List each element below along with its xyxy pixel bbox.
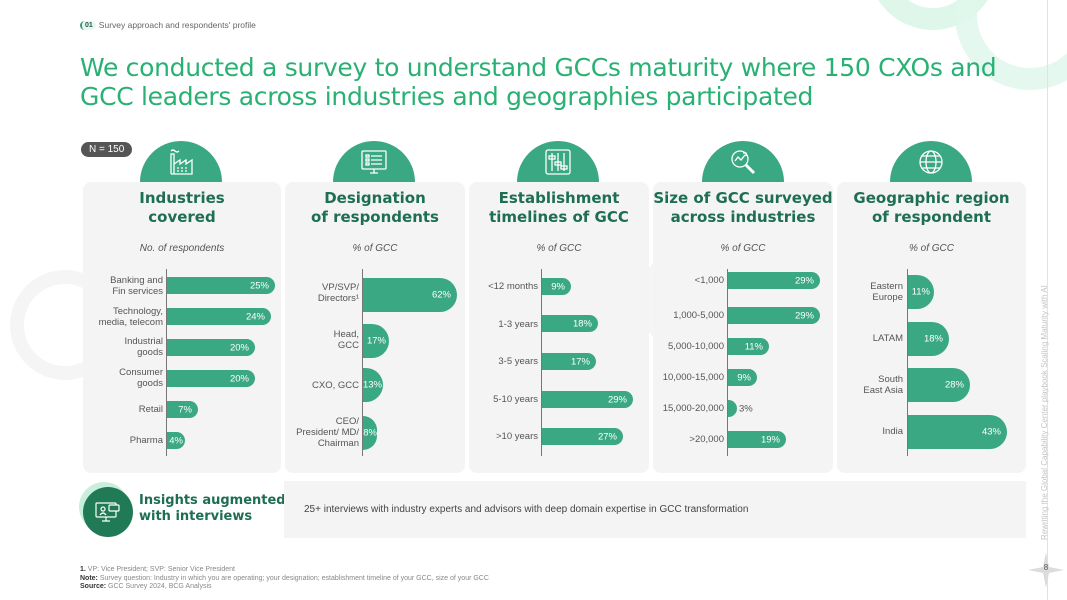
panel-designation: Designation of respondents % of GCC VP/SV… (285, 182, 465, 473)
panel-subtitle: % of GCC (536, 243, 582, 254)
monitor-list-icon (333, 141, 415, 182)
factory-icon (140, 141, 222, 182)
sliders-icon (517, 141, 599, 182)
globe-icon (890, 141, 972, 182)
panel-establishment: Establishment timelines of GCC % of GCC <… (469, 182, 649, 473)
axis-line (907, 269, 908, 456)
axis-line (362, 269, 363, 456)
axis-line (166, 269, 167, 456)
axis-line (541, 269, 542, 456)
panel-subtitle: No. of respondents (139, 243, 225, 254)
interview-icon (83, 487, 133, 537)
magnifier-chart-icon (702, 141, 784, 182)
axis-line (727, 269, 728, 456)
panel-title: Geographic region of respondent (853, 189, 1010, 226)
section-number: 01 (80, 20, 96, 30)
panel-title: Establishment timelines of GCC (489, 189, 629, 226)
footnotes: 1. VP: Vice President; SVP: Senior Vice … (80, 566, 489, 590)
section-label: Survey approach and respondents' profile (98, 20, 256, 30)
page-title: We conducted a survey to understand GCCs… (80, 53, 997, 111)
insights-title: Insights augmented with interviews (139, 493, 286, 524)
page-number: 8 (1043, 563, 1049, 572)
right-divider (1047, 0, 1048, 600)
panel-industries: Industries covered No. of respondents Ban… (83, 182, 281, 473)
panel-subtitle: % of GCC (720, 243, 766, 254)
panel-geography: Geographic region of respondent % of GCC … (837, 182, 1026, 473)
panel-subtitle: % of GCC (908, 243, 954, 254)
sample-size-badge: N = 150 (81, 142, 133, 157)
panel-title: Designation of respondents (311, 189, 439, 226)
section-tag: 01 Survey approach and respondents' prof… (80, 20, 256, 30)
panel-size: Size of GCC surveyed across industries % … (653, 182, 833, 473)
panel-title: Size of GCC surveyed across industries (653, 189, 833, 226)
panel-title: Industries covered (139, 189, 225, 226)
star-icon (1028, 552, 1064, 588)
side-caption: Rewriting the Global Capability Center p… (1040, 285, 1049, 540)
panel-subtitle: % of GCC (352, 243, 398, 254)
insights-text: 25+ interviews with industry experts and… (284, 481, 1026, 538)
